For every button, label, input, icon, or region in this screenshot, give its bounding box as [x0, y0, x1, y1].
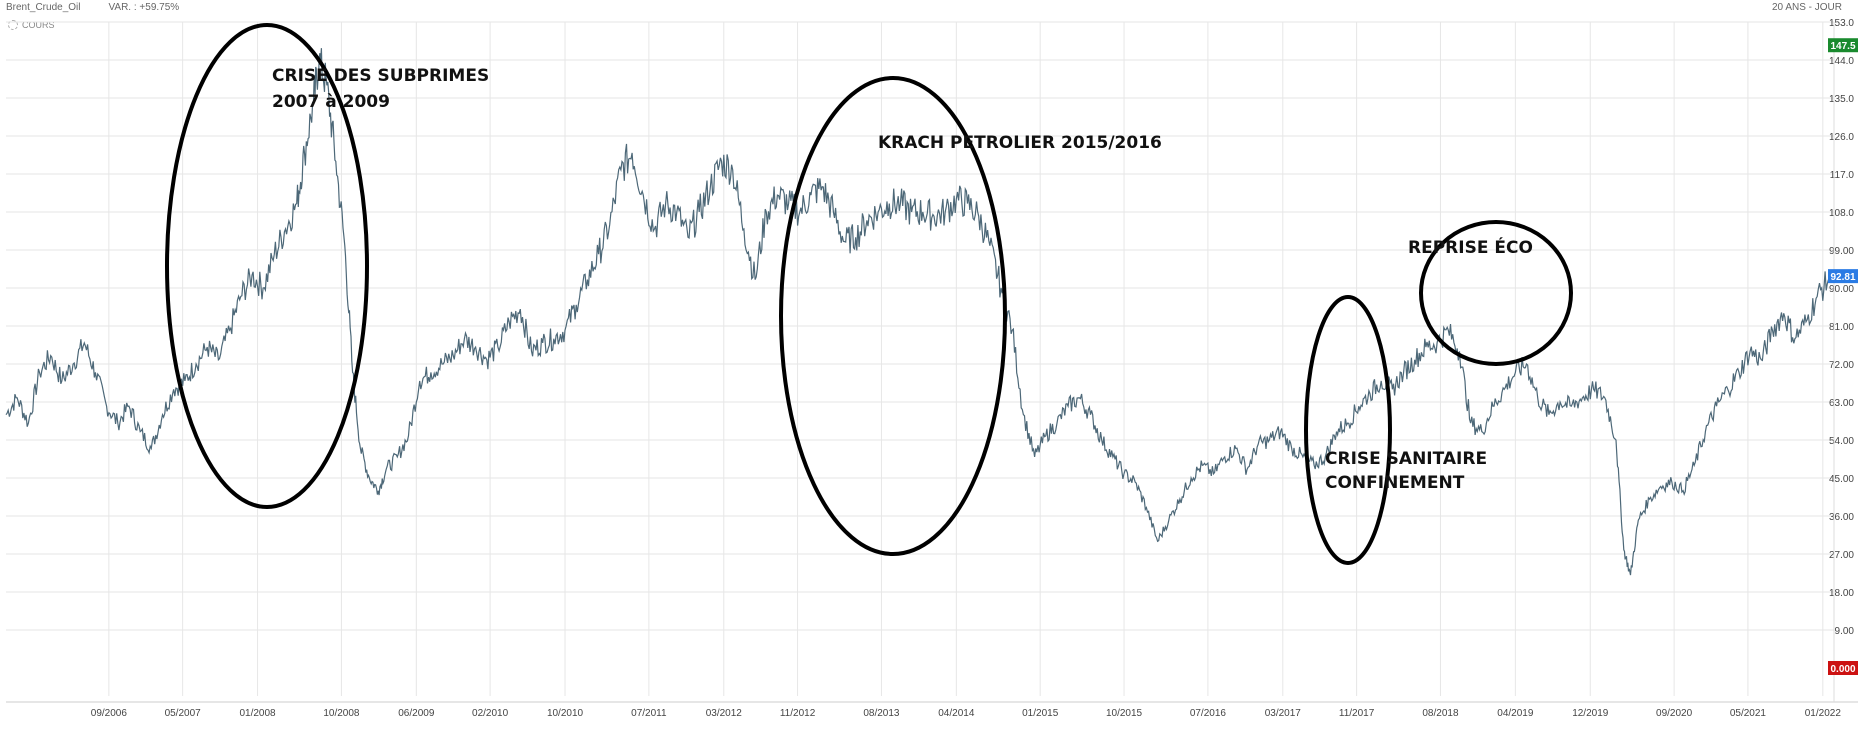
x-tick-label: 07/2011	[631, 708, 667, 719]
y-tick-label: 90.00	[1829, 284, 1854, 295]
price-badge	[1828, 269, 1858, 284]
x-tick-label: 04/2014	[938, 708, 975, 719]
annotation-text: 2007 à 2009	[272, 92, 390, 112]
price-badge-label: 147.5	[1830, 41, 1855, 52]
instrument-name[interactable]: Brent_Crude_Oil	[6, 1, 81, 13]
y-tick-label: 36.00	[1829, 512, 1854, 523]
x-tick-label: 01/2008	[239, 708, 276, 719]
x-tick-label: 01/2022	[1805, 708, 1842, 719]
x-tick-label: 09/2020	[1656, 708, 1693, 719]
annotation-text: CRISE DES SUBPRIMES	[272, 66, 489, 86]
x-tick-label: 11/2017	[1339, 708, 1375, 719]
y-tick-label: 54.00	[1829, 436, 1854, 447]
y-tick-label: 126.0	[1829, 132, 1854, 143]
x-tick-label: 09/2006	[91, 708, 128, 719]
y-tick-label: 45.00	[1829, 474, 1854, 485]
price-badge-label: 0.000	[1830, 664, 1855, 675]
annotation-ellipse	[1304, 295, 1392, 565]
price-badge	[1828, 661, 1858, 675]
y-tick-label: 81.00	[1829, 322, 1854, 333]
price-line	[5, 48, 1829, 576]
y-tick-label: 144.0	[1829, 56, 1854, 67]
annotation-ellipse	[165, 23, 369, 509]
price-badge-label: 92.81	[1830, 272, 1855, 283]
variation-label: VAR. : +59.75%	[108, 1, 180, 13]
x-tick-label: 12/2019	[1572, 708, 1609, 719]
series-legend[interactable]: COURS	[8, 20, 55, 30]
annotation-ellipse	[1419, 220, 1573, 366]
x-tick-label: 03/2012	[706, 708, 743, 719]
annotation-text: CONFINEMENT	[1325, 473, 1465, 493]
x-tick-label: 10/2008	[323, 708, 360, 719]
y-tick-label: 153.0	[1829, 18, 1854, 29]
chart-header: Brent_Crude_Oil VAR. : +59.75%	[6, 0, 179, 14]
period-label[interactable]: 20 ANS - JOUR	[1771, 1, 1842, 13]
y-tick-label: 108.0	[1829, 208, 1854, 219]
x-tick-label: 06/2009	[398, 708, 435, 719]
price-badge	[1828, 38, 1858, 53]
x-tick-label: 01/2015	[1022, 708, 1059, 719]
annotation-text: CRISE SANITAIRE	[1325, 449, 1487, 469]
x-tick-label: 11/2012	[780, 708, 816, 719]
x-tick-label: 05/2007	[165, 708, 202, 719]
x-tick-label: 08/2013	[863, 708, 900, 719]
annotation-ellipse	[779, 76, 1007, 556]
annotation-text: REPRISE ÉCO	[1408, 236, 1533, 258]
x-tick-label: 08/2018	[1422, 708, 1459, 719]
x-tick-label: 05/2021	[1730, 708, 1767, 719]
annotation-text: KRACH PETROLIER 2015/2016	[878, 133, 1162, 153]
y-tick-label: 117.0	[1830, 170, 1855, 181]
x-tick-label: 02/2010	[472, 708, 509, 719]
y-tick-label: 27.00	[1829, 550, 1854, 561]
y-tick-label: 72.00	[1829, 360, 1854, 371]
gear-icon[interactable]	[8, 20, 18, 30]
x-tick-label: 10/2015	[1106, 708, 1143, 719]
y-tick-label: 9.00	[1835, 626, 1855, 637]
y-tick-label: 99.00	[1829, 246, 1854, 257]
series-legend-label: COURS	[22, 20, 55, 30]
y-tick-label: 18.00	[1829, 588, 1854, 599]
x-tick-label: 10/2010	[547, 708, 584, 719]
y-tick-label: 63.00	[1829, 398, 1854, 409]
x-tick-label: 07/2016	[1190, 708, 1227, 719]
x-tick-label: 04/2019	[1497, 708, 1534, 719]
y-tick-label: 135.0	[1829, 94, 1854, 105]
x-tick-label: 03/2017	[1265, 708, 1302, 719]
